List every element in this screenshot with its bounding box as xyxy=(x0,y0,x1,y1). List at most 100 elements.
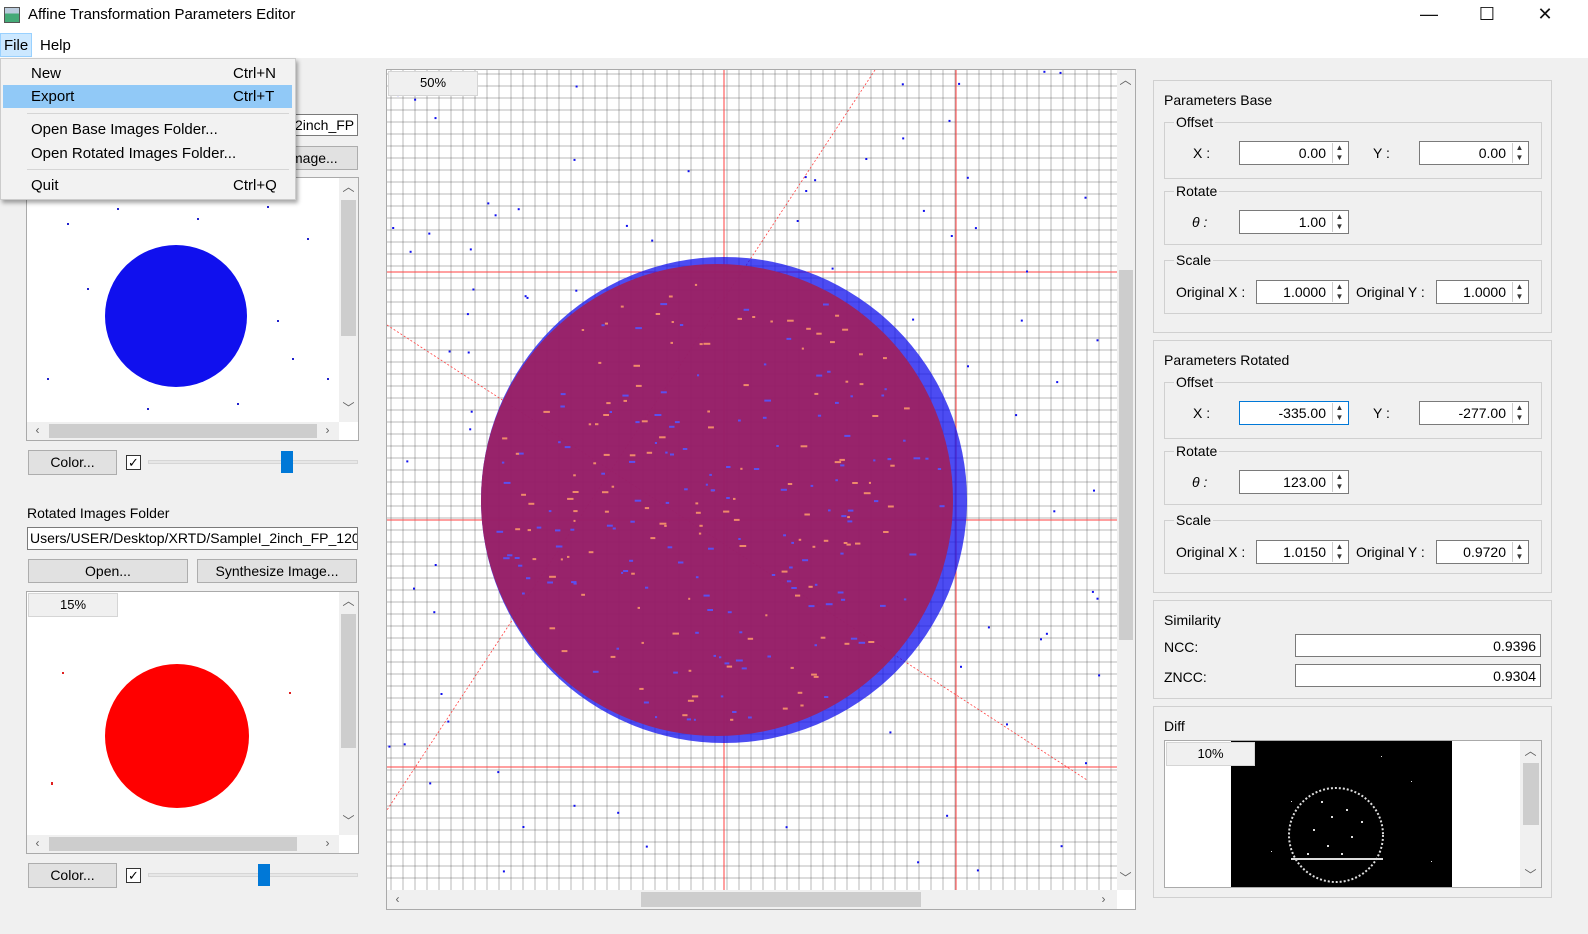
diff-zoom-label: 10% xyxy=(1166,742,1255,766)
base-scale-group xyxy=(1164,260,1542,314)
diff-title: Diff xyxy=(1164,718,1185,734)
scroll-thumb[interactable] xyxy=(341,614,356,748)
base-color-button[interactable]: Color... xyxy=(28,450,117,475)
rotated-open-button[interactable]: Open... xyxy=(28,559,188,583)
menu-file-label[interactable]: File xyxy=(4,37,29,54)
spin-arrows-icon[interactable]: ▲ ▼ xyxy=(1512,282,1526,302)
base-scale-label: Scale xyxy=(1174,252,1214,268)
menu-item-export[interactable]: Export Ctrl+T xyxy=(3,85,292,108)
scroll-up-icon[interactable]: ︿ xyxy=(1524,744,1537,758)
spin-arrows-icon[interactable]: ▲ ▼ xyxy=(1332,282,1346,302)
spin-arrows-icon[interactable]: ▲ ▼ xyxy=(1512,403,1526,423)
scroll-up-icon[interactable]: ︿ xyxy=(342,594,355,608)
base-preview-hscroll[interactable]: ‹ › xyxy=(27,422,339,440)
rotated-preview-hscroll[interactable]: ‹ › xyxy=(27,835,339,853)
spin-arrows-icon[interactable]: ▲ ▼ xyxy=(1332,403,1346,423)
rotated-scale-x-value: 1.0150 xyxy=(1283,544,1326,560)
zncc-field[interactable]: 0.9304 xyxy=(1295,664,1541,687)
scroll-up-icon[interactable]: ︿ xyxy=(342,180,355,194)
scroll-right-icon[interactable]: › xyxy=(325,423,330,437)
rotated-offset-x-spinbox[interactable]: -335.00 ▲ ▼ xyxy=(1239,401,1349,425)
minimize-button[interactable]: — xyxy=(1420,4,1438,24)
base-scale-x-spinbox[interactable]: 1.0000 ▲ ▼ xyxy=(1256,280,1349,304)
rotated-scale-x-spinbox[interactable]: 1.0150 ▲ ▼ xyxy=(1256,540,1349,564)
base-scale-y-spinbox[interactable]: 1.0000 ▲ ▼ xyxy=(1436,280,1529,304)
menu-item-quit[interactable]: Quit Ctrl+Q xyxy=(3,174,292,197)
menu-item-open-base-folder[interactable]: Open Base Images Folder... xyxy=(3,118,292,141)
scroll-down-icon[interactable]: ﹀ xyxy=(1524,868,1537,882)
spin-arrows-icon[interactable]: ▲ ▼ xyxy=(1332,542,1346,562)
rotated-offset-y-spinbox[interactable]: -277.00 ▲ ▼ xyxy=(1419,401,1529,425)
base-slider-thumb[interactable] xyxy=(280,451,293,473)
base-offset-x-value: 0.00 xyxy=(1298,145,1326,161)
diff-circle-outline xyxy=(1288,787,1384,883)
scroll-left-icon[interactable]: ‹ xyxy=(395,892,400,906)
base-theta-spinbox[interactable]: 1.00 ▲ ▼ xyxy=(1239,210,1349,234)
base-orig-x-label: Original X : xyxy=(1176,284,1246,300)
similarity-group: Similarity NCC: 0.9396 ZNCC: 0.9304 xyxy=(1153,600,1552,699)
spin-arrows-icon[interactable]: ▲ ▼ xyxy=(1332,212,1346,232)
scroll-thumb[interactable] xyxy=(49,837,297,851)
rotated-offset-label: Offset xyxy=(1174,374,1216,390)
rotated-theta-label: θ : xyxy=(1192,474,1208,490)
scroll-thumb[interactable] xyxy=(1523,763,1539,825)
rotated-scale-y-spinbox[interactable]: 0.9720 ▲ ▼ xyxy=(1436,540,1529,564)
diff-view[interactable]: 10% ︿ ﹀ xyxy=(1164,740,1542,888)
base-synthesize-button[interactable]: mage... xyxy=(290,146,358,170)
rotated-preview-vscroll[interactable]: ︿ ﹀ xyxy=(339,592,358,835)
rotated-preview-view[interactable]: 15% ︿ ﹀ ‹ › xyxy=(26,591,359,854)
scroll-thumb[interactable] xyxy=(341,200,356,336)
spin-arrows-icon[interactable]: ▲ ▼ xyxy=(1332,472,1346,492)
base-visible-checkbox[interactable]: ✓ xyxy=(126,455,141,470)
scroll-down-icon[interactable]: ﹀ xyxy=(342,814,355,828)
ncc-field[interactable]: 0.9396 xyxy=(1295,634,1541,657)
menu-item-open-rotated-folder[interactable]: Open Rotated Images Folder... xyxy=(3,142,292,165)
scroll-thumb[interactable] xyxy=(641,892,921,907)
base-orig-y-label: Original Y : xyxy=(1356,284,1425,300)
base-path-field[interactable]: 2inch_FP xyxy=(290,114,358,136)
rotated-opacity-slider[interactable] xyxy=(148,873,358,877)
base-preview-image xyxy=(47,206,329,410)
rotated-path-field[interactable]: Users/USER/Desktop/XRTD/SampleI_2inch_FP… xyxy=(27,527,358,550)
close-button[interactable]: ✕ xyxy=(1537,4,1553,24)
diff-vscroll[interactable]: ︿ ﹀ xyxy=(1520,741,1541,887)
scroll-left-icon[interactable]: ‹ xyxy=(35,836,40,850)
base-offset-x-spinbox[interactable]: 0.00 ▲ ▼ xyxy=(1239,141,1349,165)
menu-help[interactable]: Help xyxy=(40,37,71,54)
spin-arrows-icon[interactable]: ▲ ▼ xyxy=(1332,143,1346,163)
rotated-synthesize-button[interactable]: Synthesize Image... xyxy=(197,559,357,583)
scroll-left-icon[interactable]: ‹ xyxy=(35,423,40,437)
rotated-theta-spinbox[interactable]: 123.00 ▲ ▼ xyxy=(1239,470,1349,494)
scroll-down-icon[interactable]: ﹀ xyxy=(342,401,355,415)
rotated-noise xyxy=(51,672,291,785)
similarity-title: Similarity xyxy=(1164,612,1221,628)
main-zoom-label: 50% xyxy=(388,71,478,96)
main-vscroll[interactable]: ︿ ﹀ xyxy=(1117,70,1135,890)
rotated-scale-y-value: 0.9720 xyxy=(1463,544,1506,560)
spin-arrows-icon[interactable]: ▲ ▼ xyxy=(1512,542,1526,562)
base-preview-vscroll[interactable]: ︿ ﹀ xyxy=(339,178,358,422)
rotated-visible-checkbox[interactable]: ✓ xyxy=(126,868,141,883)
scroll-right-icon[interactable]: › xyxy=(1101,892,1106,906)
maximize-button[interactable]: ☐ xyxy=(1478,4,1496,24)
main-composite-view[interactable]: 50% ︿ ﹀ ‹ › xyxy=(386,69,1136,910)
menu-item-label: New xyxy=(31,65,62,82)
rotated-zoom-label: 15% xyxy=(28,593,118,617)
scroll-thumb[interactable] xyxy=(49,424,317,438)
outer-noise xyxy=(388,70,1101,873)
menu-bar xyxy=(0,32,1588,58)
scroll-up-icon[interactable]: ︿ xyxy=(1119,73,1132,87)
base-opacity-slider[interactable] xyxy=(148,460,358,464)
scroll-right-icon[interactable]: › xyxy=(325,836,330,850)
menu-item-new[interactable]: New Ctrl+N xyxy=(3,62,292,85)
rotated-color-button[interactable]: Color... xyxy=(28,863,117,888)
main-hscroll[interactable]: ‹ › xyxy=(387,890,1117,909)
spin-arrows-icon[interactable]: ▲ ▼ xyxy=(1512,143,1526,163)
base-offset-y-value: 0.00 xyxy=(1478,145,1506,161)
scroll-thumb[interactable] xyxy=(1119,270,1133,640)
base-offset-y-spinbox[interactable]: 0.00 ▲ ▼ xyxy=(1419,141,1529,165)
rotated-slider-thumb[interactable] xyxy=(257,864,270,886)
menu-file[interactable] xyxy=(0,33,32,57)
base-preview-view[interactable]: ︿ ﹀ ‹ › xyxy=(26,177,359,441)
scroll-down-icon[interactable]: ﹀ xyxy=(1119,871,1132,885)
